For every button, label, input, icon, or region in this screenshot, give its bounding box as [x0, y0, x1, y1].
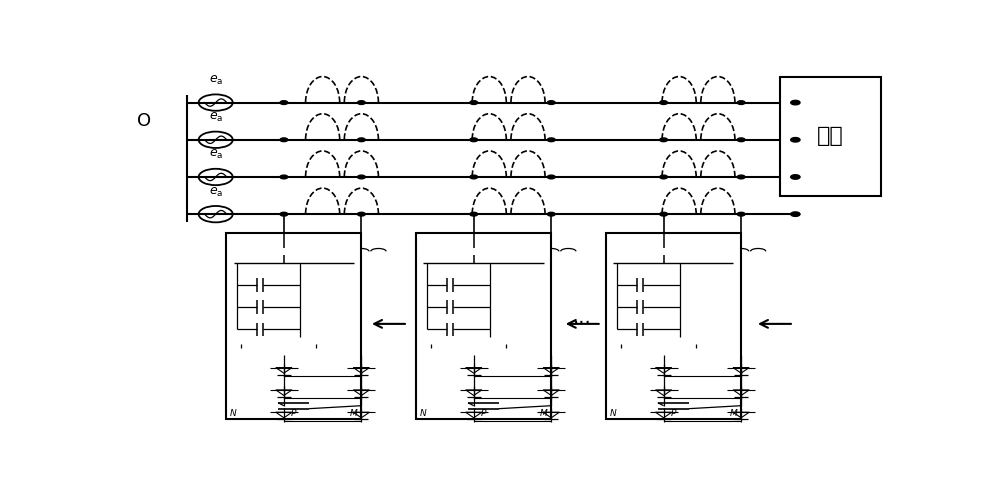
Circle shape: [737, 213, 745, 216]
Text: $e_\mathrm{a}$: $e_\mathrm{a}$: [209, 111, 223, 124]
Circle shape: [660, 138, 668, 142]
Text: M: M: [540, 409, 547, 418]
Circle shape: [660, 175, 668, 179]
Circle shape: [280, 213, 288, 216]
Text: P: P: [291, 409, 296, 418]
Circle shape: [660, 101, 668, 104]
Circle shape: [280, 101, 288, 104]
Circle shape: [358, 213, 365, 216]
Circle shape: [791, 138, 800, 142]
Bar: [606, 233, 741, 419]
Circle shape: [470, 213, 478, 216]
Circle shape: [280, 175, 288, 179]
Circle shape: [791, 175, 800, 179]
Circle shape: [470, 138, 478, 142]
Text: N: N: [420, 409, 427, 418]
Circle shape: [358, 101, 365, 104]
Circle shape: [358, 138, 365, 142]
Bar: [226, 233, 361, 419]
Circle shape: [737, 175, 745, 179]
Text: M: M: [350, 409, 358, 418]
Text: P: P: [481, 409, 486, 418]
Bar: [780, 76, 881, 196]
Text: $e_\mathrm{a}$: $e_\mathrm{a}$: [209, 148, 223, 161]
Text: N: N: [230, 409, 237, 418]
Circle shape: [470, 101, 478, 104]
Text: O: O: [137, 112, 151, 130]
Circle shape: [737, 101, 745, 104]
Circle shape: [547, 175, 555, 179]
Circle shape: [280, 138, 288, 142]
Circle shape: [547, 213, 555, 216]
Circle shape: [470, 175, 478, 179]
Circle shape: [737, 138, 745, 142]
Circle shape: [547, 138, 555, 142]
Text: $e_\mathrm{a}$: $e_\mathrm{a}$: [209, 185, 223, 199]
Text: N: N: [610, 409, 617, 418]
Text: 负载: 负载: [817, 126, 844, 146]
Circle shape: [358, 175, 365, 179]
Circle shape: [660, 213, 668, 216]
Circle shape: [547, 101, 555, 104]
Circle shape: [791, 100, 800, 105]
Bar: [416, 233, 551, 419]
Circle shape: [791, 212, 800, 216]
Text: M: M: [729, 409, 737, 418]
Text: P: P: [671, 409, 676, 418]
Text: ···: ···: [573, 314, 592, 333]
Text: $e_\mathrm{a}$: $e_\mathrm{a}$: [209, 74, 223, 87]
